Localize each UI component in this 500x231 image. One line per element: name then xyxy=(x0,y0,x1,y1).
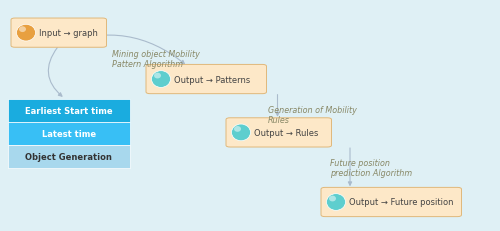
Ellipse shape xyxy=(19,27,26,33)
FancyBboxPatch shape xyxy=(8,99,130,122)
Ellipse shape xyxy=(234,127,241,132)
Ellipse shape xyxy=(154,73,161,79)
Text: Output → Patterns: Output → Patterns xyxy=(174,75,250,84)
Ellipse shape xyxy=(232,125,250,141)
FancyBboxPatch shape xyxy=(8,122,130,146)
Text: Latest time: Latest time xyxy=(42,130,96,138)
FancyBboxPatch shape xyxy=(8,146,130,169)
Text: Generation of Mobility
Rules: Generation of Mobility Rules xyxy=(268,105,356,125)
FancyBboxPatch shape xyxy=(226,118,332,147)
Ellipse shape xyxy=(329,196,336,201)
FancyBboxPatch shape xyxy=(146,65,266,94)
Text: Input → graph: Input → graph xyxy=(39,29,98,38)
FancyBboxPatch shape xyxy=(321,188,462,217)
FancyArrowPatch shape xyxy=(348,148,352,185)
Text: Future position
prediction Algorithm: Future position prediction Algorithm xyxy=(330,158,412,178)
Ellipse shape xyxy=(16,25,36,42)
Text: Output → Future position: Output → Future position xyxy=(349,198,454,207)
Text: Object Generation: Object Generation xyxy=(26,153,112,161)
FancyArrowPatch shape xyxy=(48,49,62,97)
Text: Earliest Start time: Earliest Start time xyxy=(25,106,112,115)
FancyBboxPatch shape xyxy=(11,19,106,48)
Text: Output → Rules: Output → Rules xyxy=(254,128,318,137)
Ellipse shape xyxy=(152,71,171,88)
Ellipse shape xyxy=(326,194,345,210)
Text: Mining object Mobility
Pattern Algorithm: Mining object Mobility Pattern Algorithm xyxy=(112,50,200,69)
FancyArrowPatch shape xyxy=(276,95,279,116)
FancyArrowPatch shape xyxy=(62,36,184,64)
